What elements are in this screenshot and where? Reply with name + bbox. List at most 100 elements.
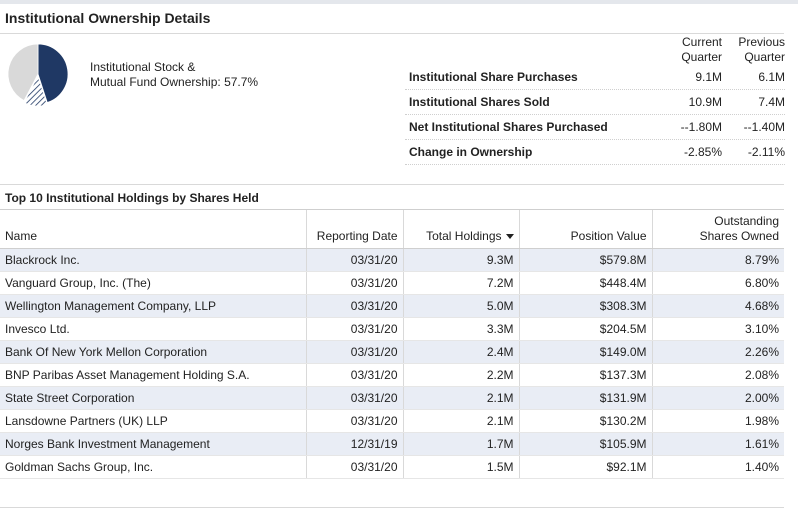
summary-previous: --1.40M: [743, 120, 785, 134]
holder-name: Norges Bank Investment Management: [0, 432, 306, 456]
reporting-date: 03/31/20: [305, 363, 403, 387]
position-value: $137.3M: [518, 363, 652, 387]
summary-label: Change in Ownership: [409, 145, 533, 159]
position-value: $308.3M: [518, 294, 652, 318]
table-row: Wellington Management Company, LLP 03/31…: [0, 294, 784, 318]
reporting-date: 03/31/20: [305, 409, 403, 433]
total-holdings: 2.1M: [402, 386, 519, 410]
pie-slice-other: [7, 43, 39, 102]
summary-row-net: Net Institutional Shares Purchased --1.8…: [405, 114, 785, 140]
column-header-outstanding-shares[interactable]: Outstanding Shares Owned: [651, 209, 784, 249]
summary-label: Net Institutional Shares Purchased: [409, 120, 608, 134]
outstanding-shares-owned: 1.61%: [651, 432, 784, 456]
ownership-label-line2: Mutual Fund Ownership:: [90, 75, 221, 89]
outstanding-shares-owned: 3.10%: [651, 317, 784, 341]
summary-previous: -2.11%: [747, 145, 785, 159]
summary-current: -2.85%: [683, 145, 722, 159]
outstanding-shares-owned: 2.08%: [651, 363, 784, 387]
holdings-table: Name Reporting Date Total Holdings Posit…: [0, 209, 784, 479]
holder-name: Vanguard Group, Inc. (The): [0, 271, 306, 295]
outstanding-shares-owned: 8.79%: [651, 248, 784, 272]
summary-current: --1.80M: [680, 120, 722, 134]
outstanding-shares-owned: 2.00%: [651, 386, 784, 410]
table-row: Bank Of New York Mellon Corporation 03/3…: [0, 340, 784, 364]
column-header-total-holdings[interactable]: Total Holdings: [402, 209, 519, 249]
divider: [0, 507, 784, 508]
top-bar: [0, 0, 798, 4]
previous-quarter-header: Previous Quarter: [738, 35, 785, 64]
divider: [0, 33, 784, 34]
table-row: BNP Paribas Asset Management Holding S.A…: [0, 363, 784, 387]
reporting-date: 03/31/20: [305, 294, 403, 318]
total-holdings: 2.4M: [402, 340, 519, 364]
summary-previous: 7.4M: [758, 95, 785, 109]
summary-row-purchases: Institutional Share Purchases 9.1M 6.1M: [405, 64, 785, 90]
outstanding-shares-owned: 1.40%: [651, 455, 784, 479]
summary-previous: 6.1M: [758, 70, 785, 84]
ownership-pie-chart: [7, 43, 69, 107]
summary-label: Institutional Share Purchases: [409, 70, 578, 84]
reporting-date: 03/31/20: [305, 455, 403, 479]
table-header-row: Name Reporting Date Total Holdings Posit…: [0, 209, 784, 249]
ownership-label: Institutional Stock & Mutual Fund Owners…: [90, 60, 258, 90]
column-header-position-value[interactable]: Position Value: [518, 209, 652, 249]
pie-slice-institutional-hatched: [23, 74, 48, 107]
reporting-date: 03/31/20: [305, 248, 403, 272]
holder-name: Bank Of New York Mellon Corporation: [0, 340, 306, 364]
pie-slice-institutional: [37, 43, 69, 104]
table-row: Vanguard Group, Inc. (The) 03/31/20 7.2M…: [0, 271, 784, 295]
section-title: Institutional Ownership Details: [5, 10, 211, 26]
holder-name: Goldman Sachs Group, Inc.: [0, 455, 306, 479]
table-row: Invesco Ltd. 03/31/20 3.3M $204.5M 3.10%: [0, 317, 784, 341]
total-holdings: 7.2M: [402, 271, 519, 295]
reporting-date: 12/31/19: [305, 432, 403, 456]
total-holdings: 2.1M: [402, 409, 519, 433]
holder-name: State Street Corporation: [0, 386, 306, 410]
position-value: $92.1M: [518, 455, 652, 479]
holder-name: Blackrock Inc.: [0, 248, 306, 272]
column-header-name[interactable]: Name: [0, 209, 306, 249]
total-holdings: 1.5M: [402, 455, 519, 479]
outstanding-shares-owned: 4.68%: [651, 294, 784, 318]
summary-current: 10.9M: [688, 95, 722, 109]
holder-name: BNP Paribas Asset Management Holding S.A…: [0, 363, 306, 387]
current-quarter-header: Current Quarter: [681, 35, 722, 64]
holder-name: Invesco Ltd.: [0, 317, 306, 341]
summary-row-change: Change in Ownership -2.85% -2.11%: [405, 139, 785, 165]
outstanding-shares-owned: 6.80%: [651, 271, 784, 295]
reporting-date: 03/31/20: [305, 317, 403, 341]
position-value: $149.0M: [518, 340, 652, 364]
table-row: Lansdowne Partners (UK) LLP 03/31/20 2.1…: [0, 409, 784, 433]
reporting-date: 03/31/20: [305, 340, 403, 364]
summary-header: Current Quarter Previous Quarter: [405, 34, 785, 64]
reporting-date: 03/31/20: [305, 271, 403, 295]
total-holdings: 5.0M: [402, 294, 519, 318]
outstanding-shares-owned: 2.26%: [651, 340, 784, 364]
total-holdings: 1.7M: [402, 432, 519, 456]
position-value: $448.4M: [518, 271, 652, 295]
summary-current: 9.1M: [695, 70, 722, 84]
sort-descending-icon: [505, 234, 514, 240]
table-row: Norges Bank Investment Management 12/31/…: [0, 432, 784, 456]
column-header-reporting-date[interactable]: Reporting Date: [305, 209, 403, 249]
total-holdings: 3.3M: [402, 317, 519, 341]
ownership-label-line1: Institutional Stock &: [90, 60, 196, 74]
outstanding-shares-owned: 1.98%: [651, 409, 784, 433]
table-row: State Street Corporation 03/31/20 2.1M $…: [0, 386, 784, 410]
holder-name: Lansdowne Partners (UK) LLP: [0, 409, 306, 433]
position-value: $204.5M: [518, 317, 652, 341]
position-value: $579.8M: [518, 248, 652, 272]
summary-row-sold: Institutional Shares Sold 10.9M 7.4M: [405, 89, 785, 115]
reporting-date: 03/31/20: [305, 386, 403, 410]
position-value: $130.2M: [518, 409, 652, 433]
summary-label: Institutional Shares Sold: [409, 95, 550, 109]
holdings-title: Top 10 Institutional Holdings by Shares …: [5, 191, 259, 205]
holder-name: Wellington Management Company, LLP: [0, 294, 306, 318]
total-holdings: 9.3M: [402, 248, 519, 272]
position-value: $105.9M: [518, 432, 652, 456]
ownership-value: 57.7%: [224, 75, 259, 89]
total-holdings: 2.2M: [402, 363, 519, 387]
column-header-label: Total Holdings: [426, 229, 502, 243]
divider: [0, 184, 784, 185]
table-row: Blackrock Inc. 03/31/20 9.3M $579.8M 8.7…: [0, 248, 784, 272]
